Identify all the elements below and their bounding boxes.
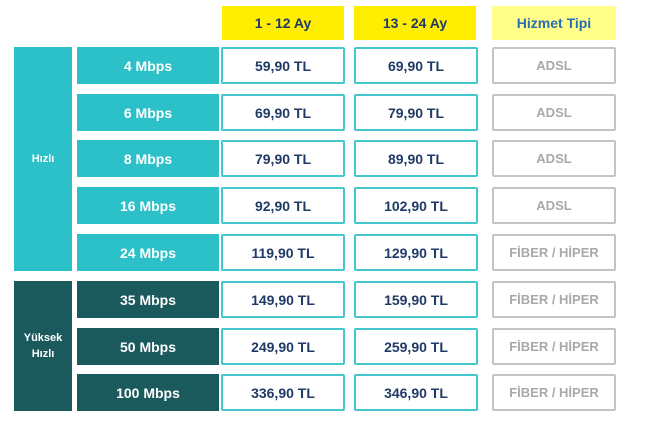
speed-label: 4 Mbps: [77, 47, 219, 84]
service-type: FİBER / HİPER: [492, 281, 616, 318]
period-13-24-header: 13 - 24 Ay: [354, 6, 476, 40]
price-1-12: 119,90 TL: [221, 234, 345, 271]
group-label-high-line2: Hızlı: [31, 348, 55, 360]
speed-label: 35 Mbps: [77, 281, 219, 318]
speed-label: 100 Mbps: [77, 374, 219, 411]
price-13-24: 346,90 TL: [354, 374, 478, 411]
speed-label: 50 Mbps: [77, 328, 219, 365]
price-1-12: 79,90 TL: [221, 140, 345, 177]
price-13-24: 89,90 TL: [354, 140, 478, 177]
price-13-24: 159,90 TL: [354, 281, 478, 318]
period-1-12-header: 1 - 12 Ay: [222, 6, 344, 40]
service-type: FİBER / HİPER: [492, 234, 616, 271]
group-label-fast: Hızlı: [14, 47, 72, 271]
group-label-high-line1: Yüksek: [23, 332, 63, 344]
service-type: ADSL: [492, 47, 616, 84]
group-label-high-speed: Yüksek Hızlı: [14, 281, 72, 411]
service-type: FİBER / HİPER: [492, 328, 616, 365]
price-1-12: 92,90 TL: [221, 187, 345, 224]
price-1-12: 59,90 TL: [221, 47, 345, 84]
price-13-24: 69,90 TL: [354, 47, 478, 84]
price-13-24: 102,90 TL: [354, 187, 478, 224]
speed-label: 24 Mbps: [77, 234, 219, 271]
price-13-24: 79,90 TL: [354, 94, 478, 131]
price-1-12: 336,90 TL: [221, 374, 345, 411]
speed-label: 6 Mbps: [77, 94, 219, 131]
price-1-12: 69,90 TL: [221, 94, 345, 131]
speed-label: 16 Mbps: [77, 187, 219, 224]
price-13-24: 259,90 TL: [354, 328, 478, 365]
price-1-12: 249,90 TL: [221, 328, 345, 365]
service-type: ADSL: [492, 140, 616, 177]
speed-label: 8 Mbps: [77, 140, 219, 177]
service-type: ADSL: [492, 187, 616, 224]
service-type: FİBER / HİPER: [492, 374, 616, 411]
price-1-12: 149,90 TL: [221, 281, 345, 318]
service-type-header: Hizmet Tipi: [492, 6, 616, 40]
price-13-24: 129,90 TL: [354, 234, 478, 271]
service-type: ADSL: [492, 94, 616, 131]
